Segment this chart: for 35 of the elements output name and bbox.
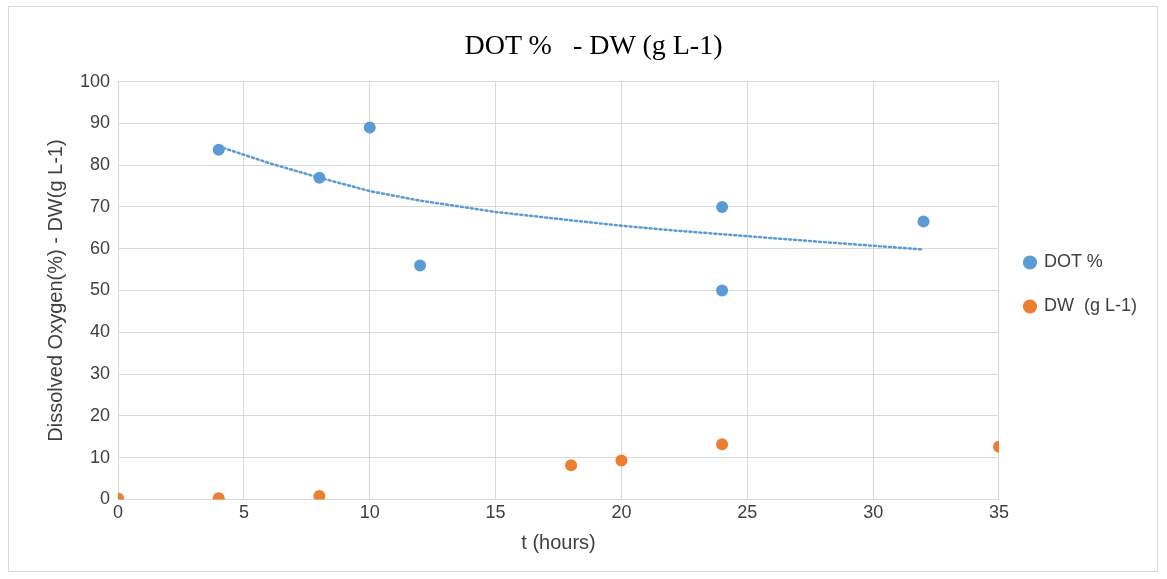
x-tick-label: 10 xyxy=(359,502,380,523)
x-tick-label: 35 xyxy=(988,502,1010,523)
x-tick-label: 20 xyxy=(611,502,632,523)
x-tick-label: 0 xyxy=(113,502,124,523)
point xyxy=(615,454,628,467)
y-tick-label: 60 xyxy=(90,237,111,258)
point xyxy=(917,215,930,228)
x-axis-title: t (hours) xyxy=(521,530,596,553)
x-tick-label: 15 xyxy=(485,502,506,523)
y-tick-label: 10 xyxy=(90,446,111,467)
y-tick-label: 100 xyxy=(79,70,111,91)
legend-label: DW (g L-1) xyxy=(1043,295,1138,316)
legend-label: DOT % xyxy=(1043,251,1103,272)
point xyxy=(565,459,578,472)
point xyxy=(716,284,729,297)
y-tick-label: 70 xyxy=(90,195,111,216)
y-tick-label: 30 xyxy=(90,363,111,384)
y-tick-label: 0 xyxy=(100,488,111,509)
y-tick-label: 40 xyxy=(90,321,111,342)
y-tick-label: 80 xyxy=(90,154,111,175)
x-tick-label: 25 xyxy=(737,502,758,523)
x-tick-label: 5 xyxy=(238,502,249,523)
x-tick-label: 30 xyxy=(863,502,884,523)
point xyxy=(363,121,376,134)
y-tick-label: 90 xyxy=(90,112,111,133)
point xyxy=(313,171,326,184)
point xyxy=(414,259,427,272)
point xyxy=(313,490,326,500)
point xyxy=(212,143,225,156)
point xyxy=(716,200,729,213)
point xyxy=(716,438,729,451)
y-axis-title: Dissolved Oxygen(%) - DW(g L-1) xyxy=(43,139,66,442)
y-tick-label: 50 xyxy=(90,279,111,300)
y-tick-label: 20 xyxy=(90,404,111,425)
chart-title: DOT % - DW (g L-1) xyxy=(464,29,723,61)
